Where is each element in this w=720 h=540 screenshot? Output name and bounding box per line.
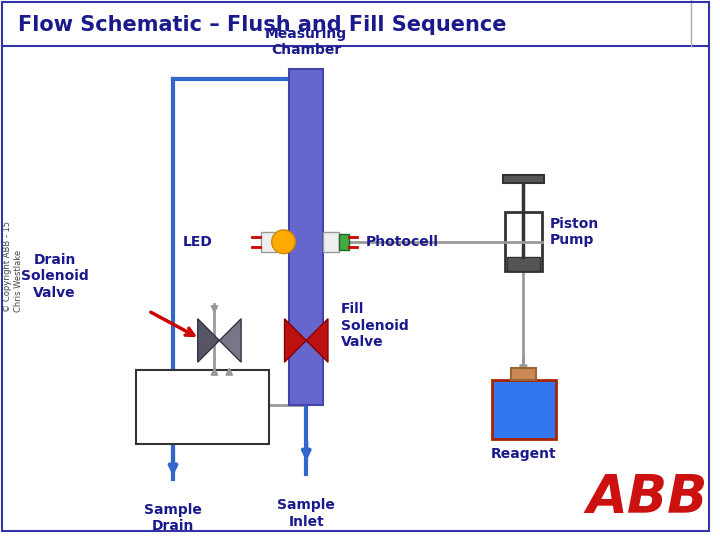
- Text: Flow Schematic – Flush and Fill Sequence: Flow Schematic – Flush and Fill Sequence: [18, 15, 507, 35]
- Text: LED: LED: [183, 235, 212, 249]
- Text: © Copyright ABB - 15
Chris Westlake: © Copyright ABB - 15 Chris Westlake: [4, 221, 23, 312]
- Bar: [503, 174, 544, 183]
- Bar: [510, 368, 536, 380]
- Bar: [492, 380, 556, 439]
- Text: Sample
Inlet: Sample Inlet: [277, 498, 336, 529]
- Text: Sample
Drain: Sample Drain: [144, 503, 202, 534]
- Polygon shape: [198, 319, 220, 362]
- Text: Fill
Solenoid
Valve: Fill Solenoid Valve: [341, 302, 408, 349]
- Bar: [507, 256, 540, 272]
- Text: ABB: ABB: [586, 472, 707, 524]
- Polygon shape: [306, 319, 328, 362]
- Polygon shape: [220, 319, 241, 362]
- Bar: [261, 232, 276, 252]
- Text: Reagent: Reagent: [490, 447, 556, 461]
- Circle shape: [271, 230, 295, 254]
- Polygon shape: [284, 319, 306, 362]
- Bar: [339, 234, 348, 249]
- Text: Piston
Pump: Piston Pump: [550, 217, 599, 247]
- Text: Measuring
Chamber: Measuring Chamber: [265, 27, 347, 57]
- Bar: [323, 232, 339, 252]
- Text: Photocell: Photocell: [366, 235, 438, 249]
- Bar: [135, 370, 269, 444]
- Bar: [505, 212, 542, 272]
- Text: Drain
Solenoid
Valve: Drain Solenoid Valve: [21, 253, 89, 300]
- Bar: [289, 69, 323, 404]
